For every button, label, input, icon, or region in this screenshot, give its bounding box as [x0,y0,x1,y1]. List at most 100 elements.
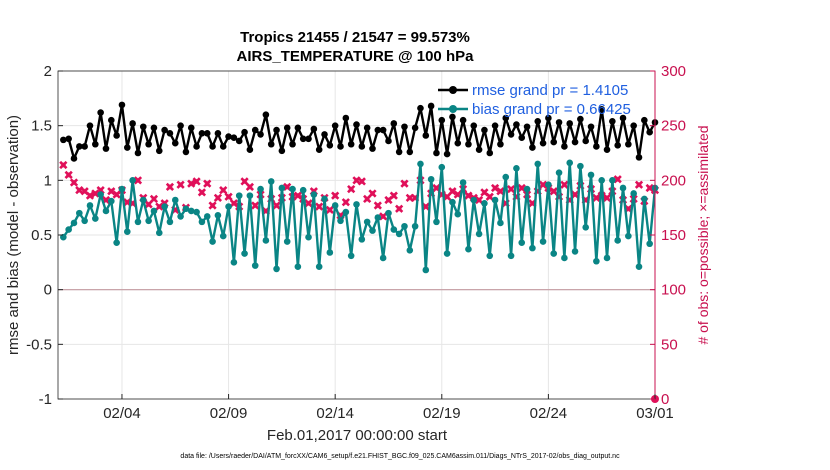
rmse-point [278,147,286,155]
legend-bias-label: bias grand pr = 0.66425 [472,101,631,118]
rmse-point [609,117,616,125]
rmse-point [417,104,424,112]
obs-possible-point [98,187,104,193]
bias-point [577,162,584,170]
rmse-point [369,145,376,152]
y-tick-label-3: 0.5 [31,227,52,244]
rmse-point [139,123,147,131]
obs-possible-point [114,191,120,198]
rmse-point [310,125,318,133]
rmse-point [118,101,126,109]
obs-possible-point [103,197,109,203]
rmse-point [427,102,435,110]
obs-possible-point [108,188,114,194]
bias-point [145,217,152,225]
rmse-point [571,138,579,146]
bias-point [182,205,190,213]
obs-possible-point [444,194,450,200]
bias-point [331,202,339,209]
bias-point [395,230,403,238]
bias-point [155,229,163,237]
bias-point [166,218,174,226]
x-tick-label-4: 02/24 [530,405,568,422]
bias-point [523,185,531,193]
bias-point [139,196,147,204]
y-tick-label-1: -0.5 [26,336,52,353]
rmse-point [379,126,387,134]
obs-possible-point [193,178,200,185]
rmse-point [102,145,110,152]
obs-possible-point [209,202,216,209]
obs-possible-point [401,181,408,187]
rmse-point [161,126,168,134]
bias-point [449,198,456,206]
rmse-point [555,119,563,126]
obs-possible-point [220,187,226,193]
obs-possible-point [92,190,98,197]
rmse-point [97,109,104,116]
rmse-point [70,155,78,162]
rmse-point [294,124,302,132]
rmse-point [486,149,494,157]
rmse-point [641,116,648,124]
rmse-point [108,116,115,124]
bias-point [241,250,248,257]
obs-possible-point [348,186,354,192]
obs-possible-point [263,208,269,214]
obs-possible-point [423,203,429,210]
bias-point [539,238,547,245]
rmse-point [214,130,222,137]
legend: rmse grand pr = 1.4105 bias grand pr = 0… [438,82,631,118]
bias-point [177,213,184,220]
rmse-point [406,148,414,156]
obs-possible-point [449,188,456,194]
y-tick-label-0: -1 [39,391,52,408]
rmse-point [481,126,488,134]
rmse-line [63,103,657,160]
y-tick-label-4: 1 [44,172,52,189]
bias-point [582,224,590,231]
bias-point [161,203,168,210]
bias-point [390,226,398,233]
bias-point [209,238,216,245]
rmse-point [534,117,542,125]
rmse-point [166,130,174,137]
rmse-point [230,134,238,141]
y2-axis-ticks: 0 50 100 150 200 250 300 [650,63,686,408]
bias-point [81,217,88,225]
bias-point [123,228,131,236]
rmse-point [603,146,611,154]
bias-point [566,159,574,167]
bias-point [625,232,632,240]
bias-point [385,209,392,217]
bias-point [267,178,275,185]
rmse-point [262,111,270,119]
bias-point [593,257,600,265]
rmse-point [475,146,483,154]
obs-possible-point [82,188,88,194]
bias-point [203,213,211,220]
rmse-point [374,126,382,134]
obs-possible-point [151,196,157,202]
bias-point [310,191,318,198]
x-tick-label-5: 03/01 [636,405,674,422]
rmse-point [385,137,392,145]
rmse-point [92,140,99,148]
obs-possible-point [167,184,173,190]
bias-point [70,219,78,227]
bias-point [198,218,206,226]
obs-possible-point [455,191,461,198]
y-axis-ticks: -1 -0.5 0 0.5 1 1.5 2 [26,63,63,408]
rmse-point [187,124,195,132]
obs-possible-point [146,201,152,207]
rmse-point [646,128,653,136]
bias-point [630,190,637,197]
bias-point [289,185,296,193]
bias-point [214,212,222,219]
bias-point [283,238,291,245]
obs-possible-point [508,186,514,192]
bias-point [470,196,478,204]
bias-point [545,181,552,189]
obs-possible-point [364,196,370,202]
